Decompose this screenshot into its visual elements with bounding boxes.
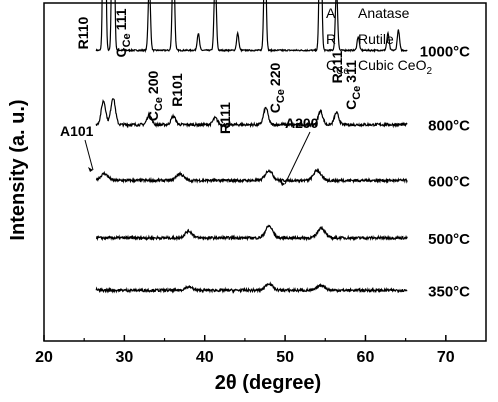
peak-label: R110 (75, 16, 91, 49)
series-label: 800°C (428, 118, 470, 135)
peak-label-main: R110 (75, 16, 91, 49)
peak-label-tail: 111 (113, 8, 129, 30)
plot-area (43, 2, 487, 342)
peak-annotation: R211 (329, 50, 345, 83)
x-axis: 20 30 40 50 60 70 (35, 335, 455, 366)
peak-label: R101 (169, 73, 185, 107)
peak-label: R211 (329, 50, 345, 83)
peak-label-main: C (145, 111, 161, 121)
peak-label-tail: 311 (343, 60, 359, 83)
peak-annotation: A101 (60, 123, 94, 172)
legend-symbol-main: C (326, 57, 336, 73)
legend-text-main: Rutile (358, 31, 394, 47)
series-labels: 1000°C 800°C 600°C 500°C 350°C (420, 43, 470, 300)
x-axis-title: 2θ (degree) (215, 372, 321, 394)
peak-label-tail: 200 (145, 71, 161, 95)
legend: A Anatase R Rutile CCe Cubic CeO2 (326, 5, 432, 77)
x-tick-label: 50 (276, 349, 294, 366)
legend-text-sub: 2 (426, 66, 432, 77)
legend-text-main: Anatase (358, 5, 410, 21)
peak-annotation: R111 (217, 102, 233, 134)
peak-label-main: A101 (60, 123, 94, 139)
series-label: 1000°C (420, 43, 470, 60)
annotation-arrow (284, 131, 311, 185)
peak-label: A101 (60, 123, 94, 139)
peak-label-sub: Ce (351, 86, 363, 100)
peak-label-main: C (343, 100, 359, 110)
series-label: 600°C (428, 173, 470, 190)
series-line-0 (95, 0, 408, 53)
peak-label-main: C (113, 47, 129, 57)
series-label: 350°C (428, 283, 470, 300)
arrow-head (280, 181, 285, 186)
peak-label-sub: Ce (275, 89, 287, 103)
x-tick-label: 30 (115, 349, 133, 366)
plot-frame (43, 2, 487, 342)
peak-label: R111 (217, 102, 233, 134)
legend-symbol: CCe (326, 57, 349, 77)
series-line-4 (95, 281, 408, 294)
peak-label: CCe 200 (145, 71, 165, 122)
x-tick-label: 60 (357, 349, 375, 366)
legend-text-main: Cubic CeO (358, 57, 427, 73)
series-line-3 (95, 224, 408, 242)
peak-label-main: C (267, 103, 283, 113)
traces (95, 0, 408, 294)
y-axis-title: Intensity (a. u.) (7, 99, 29, 240)
legend-symbol: A (326, 5, 336, 21)
legend-symbol-main: R (326, 31, 336, 47)
peak-label: A200 (285, 115, 319, 131)
peak-label-sub: Ce (121, 33, 133, 47)
peak-annotation: CCe 311 (343, 60, 363, 110)
legend-text: Anatase (358, 5, 410, 21)
peak-label-tail: 220 (267, 63, 283, 87)
peak-label: CCe 111 (113, 8, 133, 57)
peak-annotation: A200 (280, 115, 319, 186)
peak-annotation: CCe 200 (145, 71, 165, 122)
peak-label-main: R111 (217, 102, 233, 134)
series-label: 500°C (428, 231, 470, 248)
legend-symbol-sub: Ce (336, 66, 349, 77)
x-tick-label: 70 (437, 349, 455, 366)
x-tick-label: 20 (35, 349, 53, 366)
peak-label: CCe 220 (267, 63, 287, 114)
peak-annotation: CCe 220 (267, 63, 287, 114)
legend-text: Cubic CeO2 (358, 57, 432, 77)
peak-label-main: R211 (329, 50, 345, 83)
legend-symbol: R (326, 31, 336, 47)
peak-annotation: CCe 111 (113, 8, 133, 57)
arrow-head (88, 167, 93, 172)
legend-text: Rutile (358, 31, 394, 47)
x-tick-label: 40 (196, 349, 214, 366)
peak-label: CCe 311 (343, 60, 363, 110)
series-line-1 (95, 98, 408, 129)
legend-symbol-main: A (326, 5, 336, 21)
peak-annotation: R110 (75, 16, 91, 49)
annotation-arrow (84, 139, 94, 171)
series-line-2 (95, 167, 408, 184)
peak-label-main: R101 (169, 73, 185, 107)
peak-annotation: R101 (169, 73, 185, 107)
peak-label-sub: Ce (153, 97, 165, 111)
peak-label-main: A200 (285, 115, 319, 131)
